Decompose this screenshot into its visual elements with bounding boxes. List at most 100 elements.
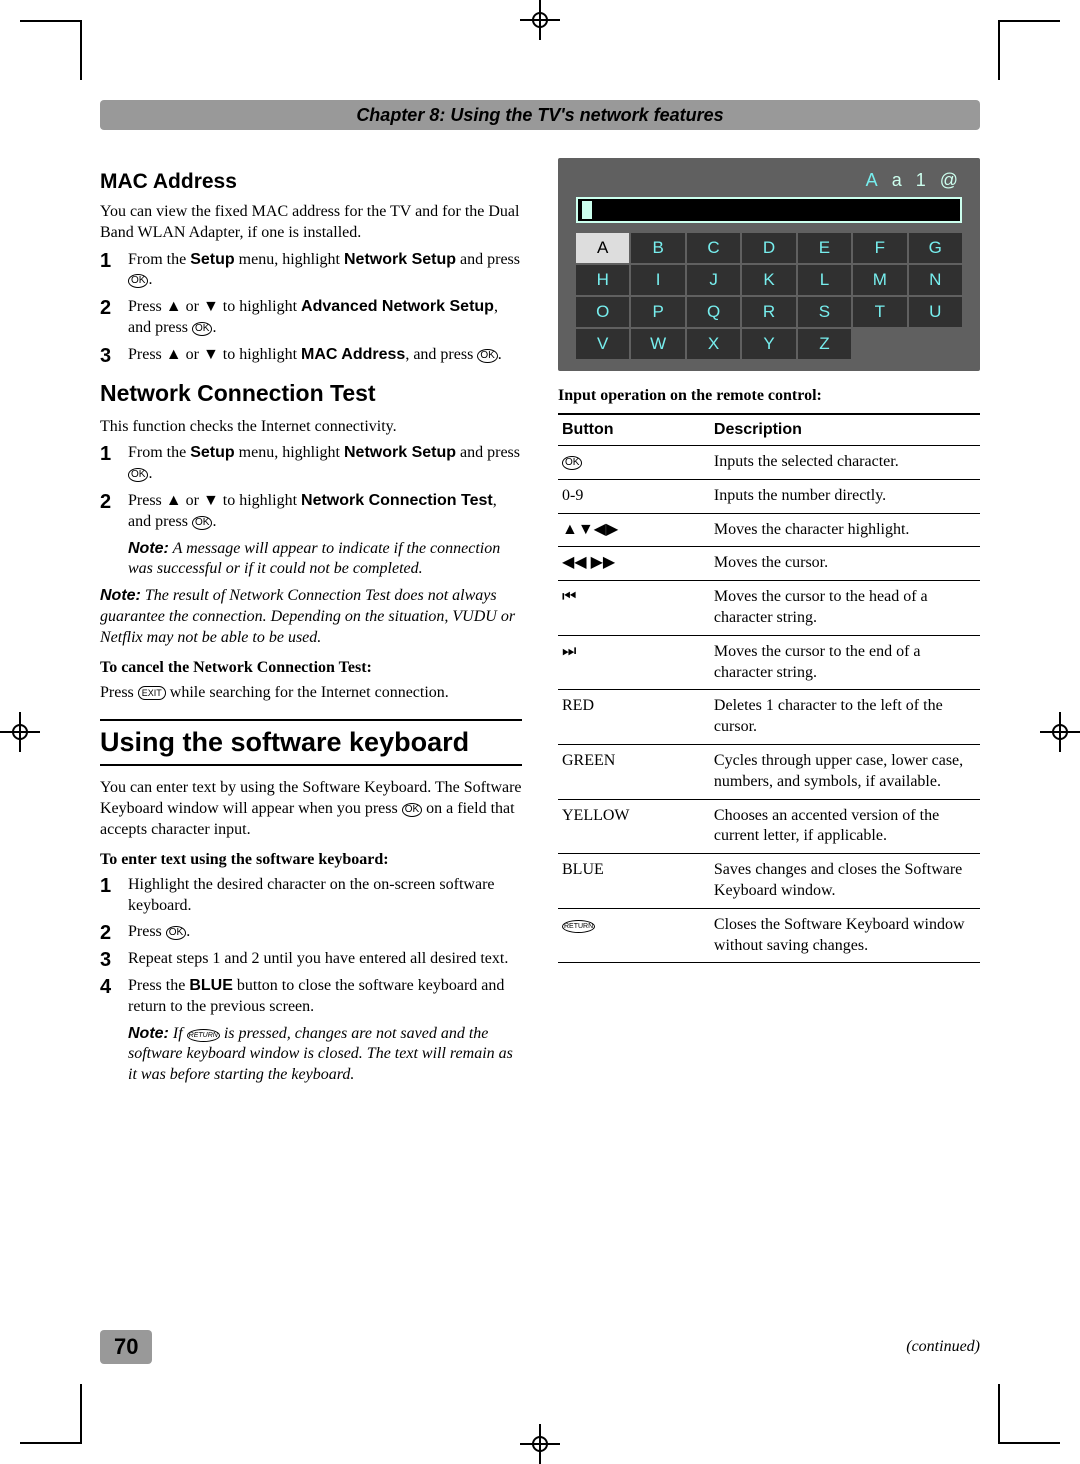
table-row: RETURN Closes the Software Keyboard windo… bbox=[558, 908, 980, 963]
swkb-intro: You can enter text by using the Software… bbox=[100, 778, 522, 840]
ok-icon: OK bbox=[402, 803, 422, 817]
ok-icon: OK bbox=[128, 468, 148, 482]
table-cell-description: Moves the character highlight. bbox=[710, 513, 980, 547]
table-cell-description: Closes the Software Keyboard window with… bbox=[710, 908, 980, 963]
keyboard-key: F bbox=[853, 233, 906, 263]
mac-step-2: 2 Press ▲ or ▼ to highlight Advanced Net… bbox=[128, 297, 522, 339]
keyboard-key: N bbox=[909, 265, 962, 295]
keyboard-key: R bbox=[742, 297, 795, 327]
table-cell-description: Moves the cursor. bbox=[710, 547, 980, 581]
keyboard-textbox bbox=[576, 197, 962, 223]
crop-mark bbox=[998, 20, 1000, 80]
registration-mark bbox=[1040, 712, 1080, 752]
left-column: MAC Address You can view the fixed MAC a… bbox=[100, 158, 522, 1310]
keyboard-mode-indicators: A a 1 @ bbox=[570, 170, 968, 191]
crop-mark bbox=[80, 1384, 82, 1444]
nct-cancel-heading: To cancel the Network Connection Test: bbox=[100, 659, 522, 677]
mode-sym: @ bbox=[940, 170, 958, 191]
mac-intro: You can view the fixed MAC address for t… bbox=[100, 202, 522, 244]
page-content: Chapter 8: Using the TV's network featur… bbox=[100, 100, 980, 1364]
table-cell-button: RETURN bbox=[558, 908, 710, 963]
keyboard-key: P bbox=[631, 297, 684, 327]
nct-cancel-text: Press EXIT while searching for the Inter… bbox=[100, 683, 522, 704]
table-cell-description: Chooses an accented version of the curre… bbox=[710, 799, 980, 854]
table-cell-button: ⏮ bbox=[558, 581, 710, 636]
keyboard-key: E bbox=[798, 233, 851, 263]
keyboard-key: B bbox=[631, 233, 684, 263]
keyboard-key: W bbox=[631, 329, 684, 359]
ok-icon: OK bbox=[166, 926, 186, 940]
table-cell-description: Inputs the number directly. bbox=[710, 479, 980, 513]
mac-steps: 1 From the Setup menu, highlight Network… bbox=[100, 250, 522, 366]
swkb-steps: 1Highlight the desired character on the … bbox=[100, 875, 522, 1086]
keyboard-key: L bbox=[798, 265, 851, 295]
mode-upper: A bbox=[866, 170, 878, 191]
keyboard-key bbox=[853, 329, 906, 359]
table-cell-button: ◀◀ ▶▶ bbox=[558, 547, 710, 581]
table-row: ◀◀ ▶▶Moves the cursor. bbox=[558, 547, 980, 581]
swkb-step-1: 1Highlight the desired character on the … bbox=[128, 875, 522, 917]
keyboard-key: O bbox=[576, 297, 629, 327]
mode-num: 1 bbox=[916, 170, 926, 191]
ok-icon: OK bbox=[562, 456, 582, 470]
table-cell-description: Moves the cursor to the head of a charac… bbox=[710, 581, 980, 636]
ok-icon: OK bbox=[128, 274, 148, 288]
table-header-description: Description bbox=[710, 414, 980, 446]
mac-address-heading: MAC Address bbox=[100, 170, 522, 194]
keyboard-key: C bbox=[687, 233, 740, 263]
table-cell-button: RED bbox=[558, 690, 710, 745]
two-column-layout: MAC Address You can view the fixed MAC a… bbox=[100, 158, 980, 1310]
nct-note: Note: The result of Network Connection T… bbox=[100, 586, 522, 648]
keyboard-cursor bbox=[582, 201, 592, 219]
nct-intro: This function checks the Internet connec… bbox=[100, 417, 522, 438]
keyboard-grid: ABCDEFGHIJKLMNOPQRSTUVWXYZ bbox=[570, 233, 968, 359]
table-cell-description: Moves the cursor to the end of a charact… bbox=[710, 635, 980, 690]
registration-mark bbox=[520, 1424, 560, 1464]
table-cell-button: YELLOW bbox=[558, 799, 710, 854]
table-cell-description: Cycles through upper case, lower case, n… bbox=[710, 744, 980, 799]
return-icon: RETURN bbox=[187, 1029, 220, 1042]
mac-step-1: 1 From the Setup menu, highlight Network… bbox=[128, 250, 522, 292]
page-footer: 70 (continued) bbox=[100, 1310, 980, 1364]
table-header-button: Button bbox=[558, 414, 710, 446]
keyboard-key: H bbox=[576, 265, 629, 295]
registration-mark bbox=[0, 712, 40, 752]
keyboard-key bbox=[909, 329, 962, 359]
crop-mark bbox=[20, 20, 80, 22]
keyboard-key: T bbox=[853, 297, 906, 327]
table-cell-button: ⏭ bbox=[558, 635, 710, 690]
return-icon: RETURN bbox=[562, 920, 595, 933]
table-cell-description: Inputs the selected character. bbox=[710, 446, 980, 480]
table-cell-button: BLUE bbox=[558, 854, 710, 909]
table-row: OK Inputs the selected character. bbox=[558, 446, 980, 480]
keyboard-key: G bbox=[909, 233, 962, 263]
nct-steps: 1 From the Setup menu, highlight Network… bbox=[100, 443, 522, 580]
table-cell-button: 0-9 bbox=[558, 479, 710, 513]
keyboard-key: Z bbox=[798, 329, 851, 359]
keyboard-key: Q bbox=[687, 297, 740, 327]
ok-icon: OK bbox=[477, 349, 497, 363]
crop-mark bbox=[80, 20, 82, 80]
table-row: YELLOWChooses an accented version of the… bbox=[558, 799, 980, 854]
crop-mark bbox=[1000, 1442, 1060, 1444]
swkb-enter-heading: To enter text using the software keyboar… bbox=[100, 851, 522, 869]
keyboard-key: V bbox=[576, 329, 629, 359]
table-cell-button: GREEN bbox=[558, 744, 710, 799]
software-keyboard-heading: Using the software keyboard bbox=[100, 719, 522, 766]
table-row: REDDeletes 1 character to the left of th… bbox=[558, 690, 980, 745]
keyboard-key: S bbox=[798, 297, 851, 327]
swkb-step-3: 3Repeat steps 1 and 2 until you have ent… bbox=[128, 949, 522, 970]
keyboard-key: M bbox=[853, 265, 906, 295]
continued-label: (continued) bbox=[906, 1338, 980, 1356]
nct-step-2: 2 Press ▲ or ▼ to highlight Network Conn… bbox=[128, 491, 522, 580]
remote-button-table: Button Description OK Inputs the selected… bbox=[558, 413, 980, 963]
ok-icon: OK bbox=[192, 322, 212, 336]
keyboard-key: A bbox=[576, 233, 629, 263]
nct-step2-note: Note: A message will appear to indicate … bbox=[128, 539, 522, 581]
table-row: BLUESaves changes and closes the Softwar… bbox=[558, 854, 980, 909]
chapter-header: Chapter 8: Using the TV's network featur… bbox=[100, 100, 980, 130]
software-keyboard-graphic: A a 1 @ ABCDEFGHIJKLMNOPQRSTUVWXYZ bbox=[558, 158, 980, 371]
right-column: A a 1 @ ABCDEFGHIJKLMNOPQRSTUVWXYZ Input… bbox=[558, 158, 980, 1310]
table-cell-button: ▲▼◀▶ bbox=[558, 513, 710, 547]
keyboard-key: K bbox=[742, 265, 795, 295]
